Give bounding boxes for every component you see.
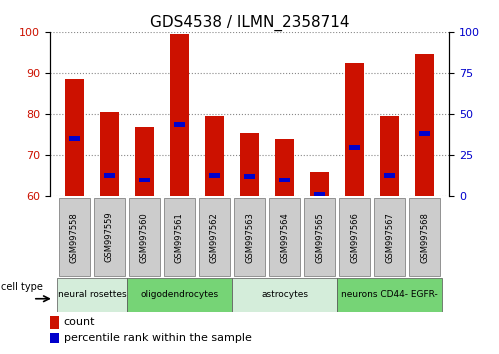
Bar — [279, 178, 290, 182]
Bar — [314, 192, 325, 197]
Text: astrocytes: astrocytes — [261, 290, 308, 299]
Bar — [244, 174, 255, 179]
Bar — [57, 278, 127, 312]
Bar — [380, 116, 399, 196]
Text: GSM997563: GSM997563 — [245, 212, 254, 263]
Bar — [419, 131, 430, 136]
Bar — [139, 178, 150, 182]
Text: GSM997564: GSM997564 — [280, 212, 289, 263]
Text: neurons CD44- EGFR-: neurons CD44- EGFR- — [341, 290, 438, 299]
Bar — [337, 278, 442, 312]
Bar — [275, 139, 294, 196]
Text: cell type: cell type — [1, 282, 43, 292]
Text: GSM997567: GSM997567 — [385, 212, 394, 263]
Bar — [345, 63, 364, 196]
Text: GSM997565: GSM997565 — [315, 212, 324, 263]
Bar — [135, 126, 154, 196]
Text: GSM997568: GSM997568 — [420, 212, 429, 263]
Bar — [232, 278, 337, 312]
Text: GSM997559: GSM997559 — [105, 212, 114, 263]
Text: GSM997560: GSM997560 — [140, 212, 149, 263]
Text: oligodendrocytes: oligodendrocytes — [140, 290, 219, 299]
Bar — [127, 278, 232, 312]
Bar — [164, 198, 195, 276]
Text: GSM997562: GSM997562 — [210, 212, 219, 263]
Bar — [50, 333, 59, 343]
Bar — [349, 145, 360, 149]
Bar — [374, 198, 405, 276]
Bar — [199, 198, 230, 276]
Bar — [409, 198, 440, 276]
Bar — [100, 112, 119, 196]
Bar — [59, 198, 90, 276]
Text: neural rosettes: neural rosettes — [57, 290, 126, 299]
Text: percentile rank within the sample: percentile rank within the sample — [64, 333, 252, 343]
Title: GDS4538 / ILMN_2358714: GDS4538 / ILMN_2358714 — [150, 14, 349, 30]
Bar — [310, 172, 329, 196]
Bar — [209, 173, 220, 178]
Bar — [129, 198, 160, 276]
Bar — [94, 198, 125, 276]
Text: GSM997558: GSM997558 — [70, 212, 79, 263]
Bar — [269, 198, 300, 276]
Bar — [415, 55, 434, 196]
Bar — [384, 173, 395, 178]
Bar — [65, 79, 84, 196]
Bar — [69, 136, 80, 141]
Bar — [304, 198, 335, 276]
Bar — [174, 121, 185, 126]
Bar — [170, 34, 189, 196]
Text: GSM997561: GSM997561 — [175, 212, 184, 263]
Bar — [234, 198, 265, 276]
Bar — [104, 173, 115, 178]
Bar — [339, 198, 370, 276]
Text: GSM997566: GSM997566 — [350, 212, 359, 263]
Bar — [205, 116, 224, 196]
Bar — [240, 133, 259, 196]
Bar — [50, 316, 59, 329]
Text: count: count — [64, 317, 95, 327]
